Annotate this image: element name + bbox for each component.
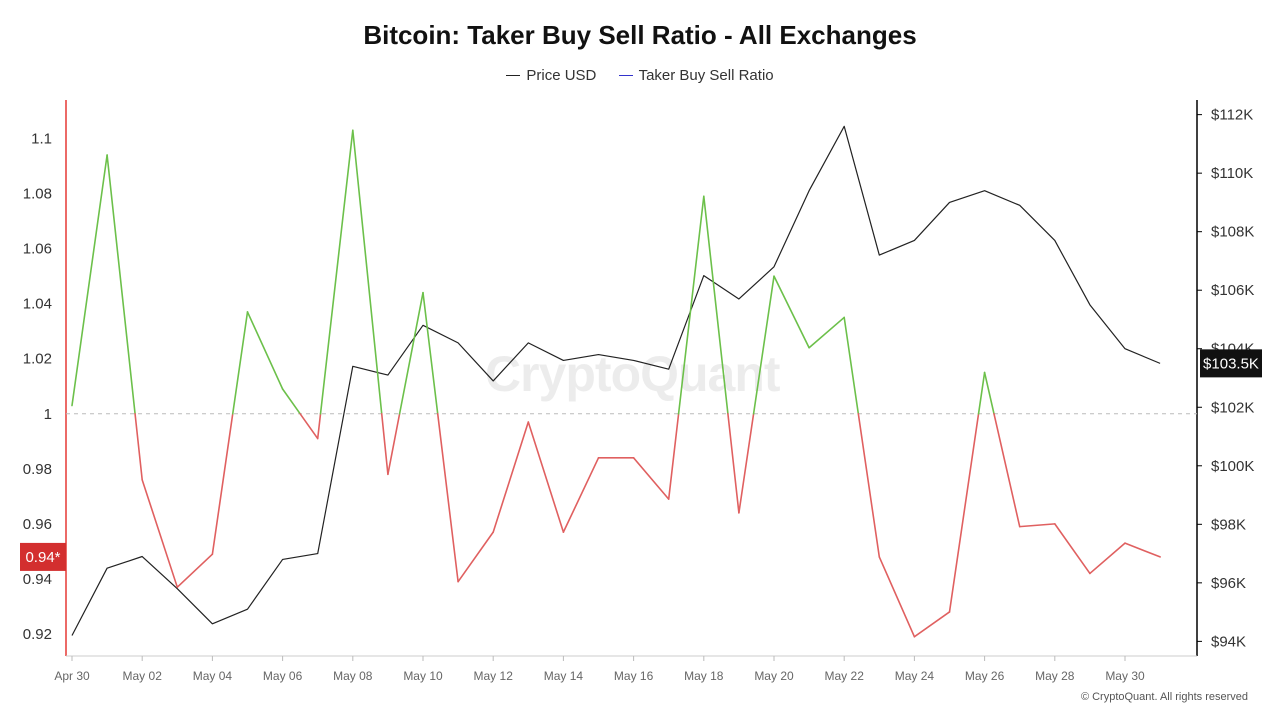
ratio-line-segment xyxy=(977,371,986,415)
ratio-line-segment xyxy=(492,421,530,533)
y-right-tick-label: $102K xyxy=(1211,399,1254,416)
legend-label-ratio: Taker Buy Sell Ratio xyxy=(638,67,774,84)
ratio-line-segment xyxy=(351,129,383,415)
ratio-line-segment xyxy=(380,412,389,476)
legend-item-ratio[interactable]: Taker Buy Sell Ratio xyxy=(618,67,774,84)
ratio-line-segment xyxy=(387,412,401,476)
ratio-line-segment xyxy=(913,611,951,638)
y-right-tick-label: $110K xyxy=(1211,165,1253,182)
y-right-tick-label: $100K xyxy=(1211,458,1254,475)
chart-legend: Price USD Taker Buy Sell Ratio xyxy=(0,63,1280,84)
y-right-tick-label: $94K xyxy=(1211,633,1246,650)
ratio-line-segment xyxy=(211,412,234,555)
ratio-line-segment xyxy=(1124,542,1161,558)
ratio-line-segment xyxy=(319,129,354,415)
ratio-line-segment xyxy=(752,275,775,415)
ratio-line-segment xyxy=(632,457,670,500)
x-tick-label: May 04 xyxy=(193,669,233,683)
ratio-line-segment xyxy=(134,412,143,481)
x-tick-label: May 14 xyxy=(544,669,584,683)
ratio-line-segment xyxy=(878,556,916,638)
ratio-line-segment xyxy=(948,412,980,613)
ratio-line-segment xyxy=(1089,542,1126,575)
x-tick-label: May 26 xyxy=(965,669,1005,683)
right-last-value-label: $103.5K xyxy=(1203,355,1259,372)
ratio-line-segment xyxy=(667,412,680,500)
ratio-line-segment xyxy=(176,553,214,588)
y-right-tick-label: $98K xyxy=(1211,516,1246,533)
y-left-tick-label: 1.04 xyxy=(23,296,52,313)
copyright-notice: © CryptoQuant. All rights reserved xyxy=(1080,691,1248,703)
y-left-tick-label: 0.92 xyxy=(23,626,52,643)
left-last-value-tag xyxy=(20,542,66,571)
y-left-tick-label: 1.06 xyxy=(23,241,52,258)
x-tick-label: May 24 xyxy=(895,669,935,683)
ratio-line-segment xyxy=(843,316,860,415)
ratio-line-segment xyxy=(738,412,755,514)
ratio-line-segment xyxy=(983,371,995,415)
y-left-tick-label: 0.96 xyxy=(23,516,52,533)
ratio-line-segment xyxy=(141,479,179,588)
x-tick-label: May 30 xyxy=(1105,669,1145,683)
ratio-line-segment xyxy=(773,275,810,349)
y-left-tick-label: 0.98 xyxy=(23,461,52,478)
ratio-line-segment xyxy=(727,412,740,514)
x-tick-label: May 08 xyxy=(333,669,373,683)
x-tick-label: May 22 xyxy=(825,669,865,683)
ratio-line-segment xyxy=(993,412,1021,528)
y-right-tick-label: $108K xyxy=(1211,224,1254,241)
ratio-line-segment xyxy=(398,291,424,415)
x-tick-label: May 12 xyxy=(474,669,514,683)
left-last-value-label: 0.94* xyxy=(25,549,60,566)
y-right-tick-label: $106K xyxy=(1211,282,1254,299)
right-last-value-tag xyxy=(1200,349,1262,378)
chart-title: Bitcoin: Taker Buy Sell Ratio - All Exch… xyxy=(363,20,917,50)
ratio-line-segment xyxy=(106,154,136,415)
x-tick-label: May 16 xyxy=(614,669,654,683)
x-tick-label: May 20 xyxy=(754,669,794,683)
ratio-line-segment xyxy=(457,531,495,583)
legend-swatch-ratio xyxy=(618,75,633,76)
x-tick-label: May 28 xyxy=(1035,669,1075,683)
y-left-tick-label: 1.1 xyxy=(31,131,52,148)
ratio-line-segment xyxy=(422,291,439,415)
ratio-line-segment xyxy=(808,316,846,349)
ratio-line-segment xyxy=(436,412,459,583)
x-tick-label: Apr 30 xyxy=(54,669,90,683)
ratio-line-segment xyxy=(677,195,705,415)
legend-label-price: Price USD xyxy=(526,67,597,84)
ratio-line-segment xyxy=(231,311,249,415)
ratio-line-segment xyxy=(1054,523,1091,575)
x-tick-label: May 18 xyxy=(684,669,724,683)
y-left-tick-label: 0.94 xyxy=(23,571,52,588)
ratio-line-segment xyxy=(857,412,881,558)
ratio-line-segment xyxy=(562,457,600,533)
y-right-tick-label: $112K xyxy=(1211,107,1253,124)
ratio-line-segment xyxy=(316,412,322,440)
ratio-line-segment xyxy=(281,388,301,415)
ratio-line-segment xyxy=(299,412,319,440)
y-right-tick-label: $96K xyxy=(1211,575,1246,592)
x-tick-label: May 10 xyxy=(403,669,443,683)
ratio-line-segment xyxy=(702,195,729,415)
x-tick-label: May 06 xyxy=(263,669,303,683)
y-left-tick-label: 1 xyxy=(44,406,52,423)
x-tick-label: May 02 xyxy=(123,669,163,683)
watermark: CryptoQuant xyxy=(485,346,781,402)
y-left-tick-label: 1.02 xyxy=(23,351,52,368)
legend-item-price[interactable]: Price USD xyxy=(506,67,596,84)
price-usd-line xyxy=(71,125,1161,636)
ratio-line-segment xyxy=(246,311,284,390)
ratio-line-segment xyxy=(71,154,108,407)
y-left-tick-label: 1.08 xyxy=(23,186,52,203)
ratio-line-segment xyxy=(1018,523,1056,528)
ratio-line-segment xyxy=(527,421,565,533)
legend-swatch-price xyxy=(506,75,521,76)
